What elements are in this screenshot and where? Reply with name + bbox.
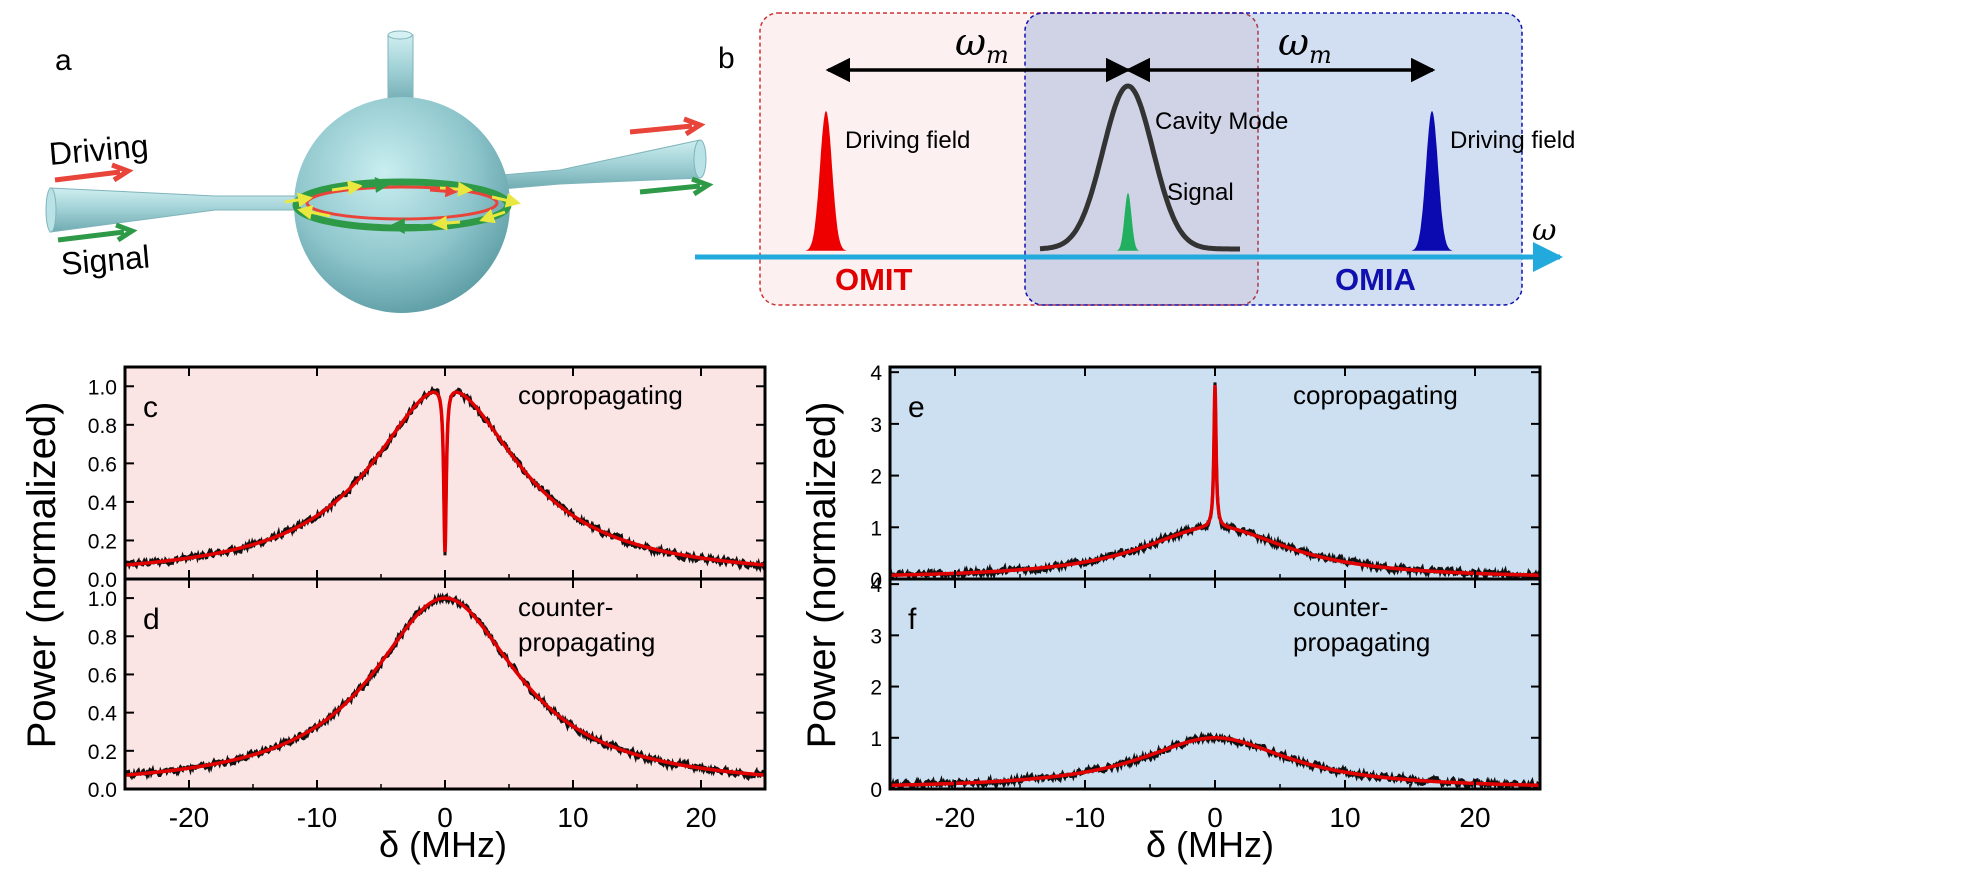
signal-peak — [1116, 193, 1140, 251]
charts: 0.0 0.2 0.4 0.6 0.8 1.0 c copropagating -20 -10 0 1… — [88, 362, 1542, 833]
sphere-stem — [387, 34, 414, 106]
annotation-e: copropagating — [1293, 380, 1458, 410]
cavity-mode-label: Cavity Mode — [1155, 108, 1288, 135]
driving-label: Driving — [47, 127, 149, 172]
fit-series-d — [125, 596, 765, 777]
xtick-label-d: 0 — [437, 802, 453, 833]
fit-series-f — [890, 736, 1540, 788]
driving-arrow-out — [629, 116, 706, 137]
signal-label-b: Signal — [1167, 179, 1234, 206]
ring-arrow-red-1 — [429, 185, 458, 198]
signal-arrow-in — [57, 222, 138, 243]
ytick-label-e: 3 — [870, 414, 882, 437]
driving-field-label-right: Driving field — [1450, 127, 1575, 154]
ytick-label-d: 0.0 — [88, 779, 117, 802]
omit-label: OMIT — [835, 262, 913, 297]
fiber-right — [489, 139, 701, 191]
ytick-label-d: 0.4 — [88, 703, 118, 726]
ytick-label-f: 3 — [870, 625, 882, 648]
panel-label-f: f — [908, 603, 917, 636]
annotation-f: propagating — [1293, 627, 1430, 657]
panel-label-d: d — [143, 603, 160, 636]
signal-arrow-out — [639, 176, 714, 197]
panel-label-c: c — [143, 391, 158, 424]
ytick-label-e: 0 — [870, 569, 882, 592]
xtick-label-f: -20 — [935, 802, 975, 833]
ytick-label-e: 4 — [870, 362, 882, 385]
ytick-label-f: 0 — [870, 779, 882, 802]
xtick-label-f: -10 — [1065, 802, 1105, 833]
ylabel-left: Power (normalized) — [20, 402, 64, 749]
omega-m-label-right: ωm — [1278, 20, 1332, 69]
ytick-label-c: 0.8 — [88, 415, 117, 438]
ylabel-right: Power (normalized) — [800, 402, 844, 749]
chart-f: -20 -10 0 10 20 0 1 2 3 4 f counter-propagating — [870, 574, 1542, 833]
fiber-left-end — [45, 187, 57, 233]
xlabel-left: δ (MHz) — [379, 824, 507, 865]
omega-axis-label: ω — [1532, 213, 1556, 248]
ytick-label-e: 2 — [870, 466, 882, 489]
ytick-label-c: 0.6 — [88, 453, 117, 476]
driving-field-label-left: Driving field — [845, 127, 970, 154]
microsphere — [294, 97, 510, 313]
chart-c: 0.0 0.2 0.4 0.6 0.8 1.0 c copropagating — [88, 365, 767, 592]
stem-top — [387, 30, 413, 40]
panel-label-e: e — [908, 391, 925, 424]
driving-field-peak-blue — [1410, 111, 1454, 251]
xtick-label-f: 10 — [1329, 802, 1360, 833]
annotation-f: counter- — [1293, 592, 1388, 622]
fiber-right-end — [693, 139, 707, 179]
fit-series-c — [125, 390, 765, 567]
driving-field-peak-red — [804, 111, 848, 251]
omia-label: OMIA — [1335, 262, 1416, 297]
ytick-label-d: 0.6 — [88, 664, 117, 687]
ytick-label-c: 0.4 — [88, 492, 118, 515]
panel-label-a: a — [55, 44, 72, 77]
signal-label: Signal — [59, 238, 151, 282]
annotation-d: propagating — [518, 627, 655, 657]
ytick-label-d: 0.2 — [88, 741, 117, 764]
fiber-left — [49, 187, 301, 233]
ytick-label-f: 1 — [870, 728, 882, 751]
xtick-label-d: 20 — [685, 802, 716, 833]
panel-a: a Driving Signal — [45, 30, 714, 313]
chart-e: 0 1 2 3 4 e copropagating — [870, 362, 1542, 592]
plot-background-d — [125, 579, 765, 789]
annotation-c: copropagating — [518, 380, 683, 410]
ytick-label-d: 0.8 — [88, 626, 117, 649]
annotation-d: counter- — [518, 592, 613, 622]
chart-d: -20 -10 0 10 20 0.0 0.2 0.4 0.6 0.8 1.0 d counter-pr… — [88, 577, 767, 833]
ytick-label-d: 1.0 — [88, 588, 117, 611]
ring-arrow-green-2 — [361, 177, 392, 193]
xtick-label-d: -10 — [297, 802, 337, 833]
driving-arrow-in — [54, 162, 134, 183]
xlabel-right: δ (MHz) — [1146, 824, 1274, 865]
xtick-label-f: 20 — [1459, 802, 1490, 833]
xtick-label-d: 10 — [557, 802, 588, 833]
cavity-mode-curve — [1039, 83, 1240, 252]
ytick-label-c: 0.0 — [88, 569, 117, 592]
ytick-label-f: 2 — [870, 677, 882, 700]
panel-b: b ωm ωm ω Driving field Cavity Mode Sign… — [695, 12, 1575, 306]
panel-label-b: b — [718, 42, 735, 75]
xtick-label-f: 0 — [1207, 802, 1223, 833]
omia-region — [1024, 12, 1523, 306]
fit-series-e — [890, 385, 1540, 577]
ytick-label-c: 0.2 — [88, 530, 117, 553]
xtick-label-d: -20 — [169, 802, 209, 833]
plot-background-f — [890, 579, 1540, 789]
ytick-label-c: 1.0 — [88, 376, 117, 399]
ytick-label-e: 1 — [870, 517, 882, 540]
ytick-label-f: 4 — [870, 574, 882, 597]
omega-m-label-left: ωm — [955, 20, 1009, 69]
